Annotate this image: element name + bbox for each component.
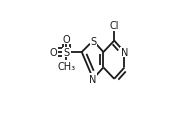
Text: N: N [89, 74, 97, 84]
Text: S: S [90, 36, 96, 46]
Text: O: O [62, 35, 70, 45]
Text: S: S [63, 48, 69, 58]
Text: Cl: Cl [109, 21, 119, 31]
Text: N: N [121, 48, 128, 58]
Text: O: O [49, 48, 57, 58]
Text: CH₃: CH₃ [57, 61, 75, 71]
